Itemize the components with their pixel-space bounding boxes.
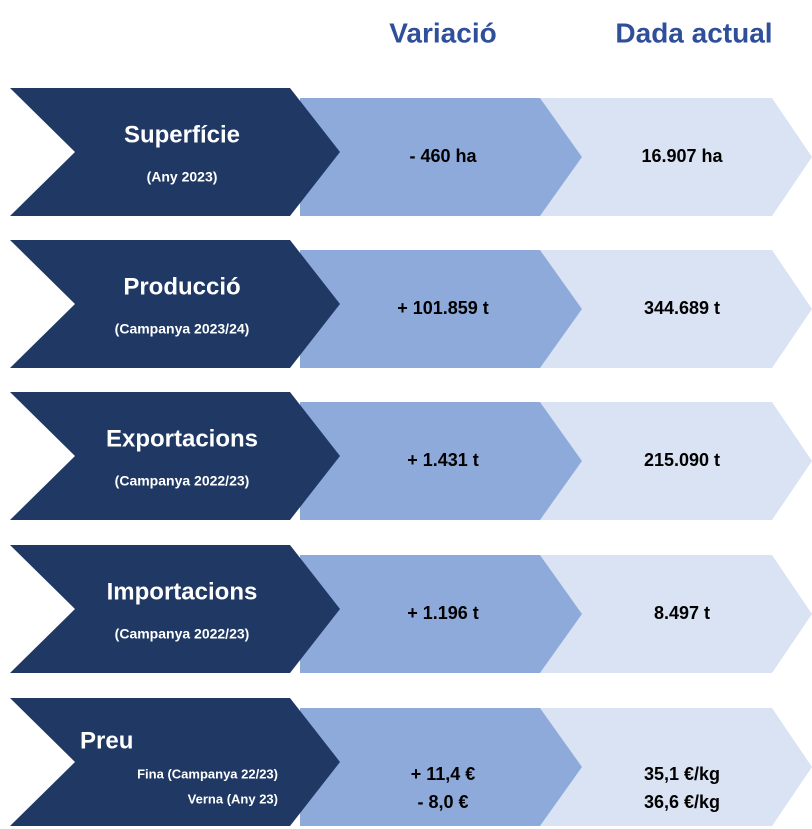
variation-value: + 1.196 t — [407, 603, 479, 623]
row-label: Producció — [123, 273, 240, 300]
variation-value: + 11,4 € — [411, 764, 476, 784]
current-value: 16.907 ha — [641, 146, 723, 166]
row-sublabel: (Any 2023) — [147, 169, 218, 185]
row-sublabel: (Campanya 2023/24) — [115, 321, 250, 337]
variation-value: - 460 ha — [409, 146, 477, 166]
header-variation: Variació — [389, 17, 496, 48]
variation-chevron — [300, 250, 582, 368]
label-chevron — [10, 88, 340, 216]
row-sublabel: (Campanya 2022/23) — [115, 473, 250, 489]
variation-value: + 1.431 t — [407, 450, 479, 470]
label-chevron — [10, 698, 340, 826]
variation-value: + 101.859 t — [397, 298, 489, 318]
row-sublabel: Fina (Campanya 22/23) — [137, 766, 278, 781]
current-value: 35,1 €/kg — [644, 764, 720, 784]
row-label: Exportacions — [106, 425, 258, 452]
row-label: Preu — [80, 727, 133, 754]
current-chevron — [540, 555, 812, 673]
current-chevron — [540, 402, 812, 520]
row-sublabel: (Campanya 2022/23) — [115, 626, 250, 642]
current-chevron — [540, 98, 812, 216]
current-value: 215.090 t — [644, 450, 720, 470]
variation-chevron — [300, 98, 582, 216]
row-label: Superfície — [124, 121, 240, 148]
variation-chevron — [300, 555, 582, 673]
current-value: 36,6 €/kg — [644, 792, 720, 812]
current-value: 8.497 t — [654, 603, 710, 623]
label-chevron — [10, 392, 340, 520]
current-chevron — [540, 250, 812, 368]
label-chevron — [10, 240, 340, 368]
label-chevron — [10, 545, 340, 673]
variation-value: - 8,0 € — [417, 792, 468, 812]
header-current: Dada actual — [615, 17, 772, 48]
current-chevron — [540, 708, 812, 826]
current-value: 344.689 t — [644, 298, 720, 318]
variation-chevron — [300, 708, 582, 826]
variation-chevron — [300, 402, 582, 520]
row-sublabel: Verna (Any 23) — [188, 791, 278, 806]
row-label: Importacions — [107, 578, 258, 605]
